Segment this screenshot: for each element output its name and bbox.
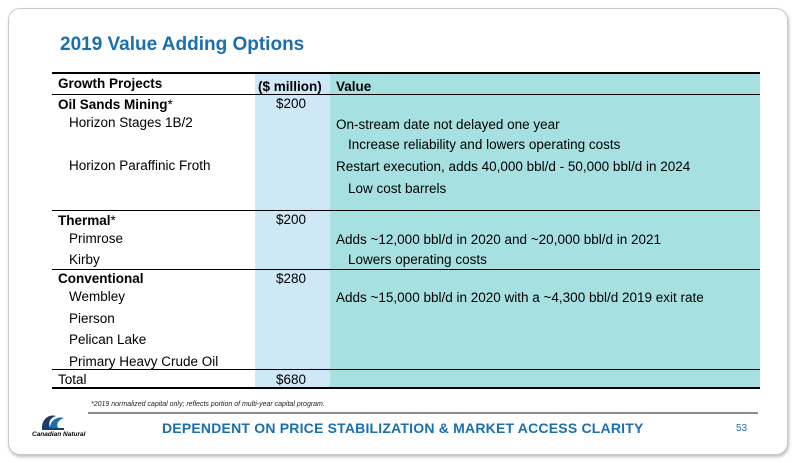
value-line: Restart execution, adds 40,000 bbl/d - 5… xyxy=(336,159,691,174)
thermal-heading: Thermal* xyxy=(58,213,116,228)
oil-sands-amount: $200 xyxy=(276,96,307,111)
project-wembley: Wembley xyxy=(69,289,126,304)
thermal-amount: $200 xyxy=(276,212,307,227)
header-amount: ($ million) xyxy=(258,79,322,94)
header-growth-projects: Growth Projects xyxy=(58,76,163,91)
total-amount: $680 xyxy=(276,372,307,387)
table-top-rule xyxy=(52,72,760,74)
company-logo xyxy=(30,410,90,442)
page-number: 53 xyxy=(736,423,748,434)
total-label: Total xyxy=(58,372,87,387)
value-column-background xyxy=(330,72,760,388)
project-primrose: Primrose xyxy=(69,231,124,246)
value-line: Low cost barrels xyxy=(348,181,447,196)
header-value: Value xyxy=(336,79,372,94)
total-rule xyxy=(52,369,760,370)
section-rule-conventional xyxy=(52,269,760,270)
value-line: On-stream date not delayed one year xyxy=(336,117,560,132)
value-line: Lowers operating costs xyxy=(348,252,487,267)
options-table: Growth Projects ($ million) Value Oil Sa… xyxy=(52,72,760,390)
oil-sands-heading: Oil Sands Mining* xyxy=(58,97,173,112)
project-horizon-stages: Horizon Stages 1B/2 xyxy=(69,115,193,130)
value-line: Adds ~12,000 bbl/d in 2020 and ~20,000 b… xyxy=(336,232,662,247)
conventional-amount: $280 xyxy=(276,271,307,286)
footnote: *2019 normalized capital only; reflects … xyxy=(91,401,325,408)
project-pierson: Pierson xyxy=(69,311,115,326)
project-primary-heavy-crude: Primary Heavy Crude Oil xyxy=(69,354,219,369)
value-line: Adds ~15,000 bbl/d in 2020 with a ~4,300… xyxy=(336,290,704,305)
amount-column-background xyxy=(255,72,330,388)
logo-mark-icon xyxy=(42,415,64,430)
slide-title: 2019 Value Adding Options xyxy=(60,34,305,55)
footer-banner: DEPENDENT ON PRICE STABILIZATION & MARKE… xyxy=(162,420,644,436)
table-bottom-rule xyxy=(52,387,760,389)
header-rule xyxy=(52,94,760,95)
section-rule-thermal xyxy=(52,210,760,211)
conventional-heading: Conventional xyxy=(58,271,144,286)
value-line: Increase reliability and lowers operatin… xyxy=(348,137,621,152)
project-kirby: Kirby xyxy=(69,252,100,267)
project-horizon-paraffinic: Horizon Paraffinic Froth xyxy=(69,158,211,173)
project-pelican-lake: Pelican Lake xyxy=(69,332,147,347)
logo-text: Canadian Natural xyxy=(32,431,86,438)
footer-divider xyxy=(88,412,758,414)
